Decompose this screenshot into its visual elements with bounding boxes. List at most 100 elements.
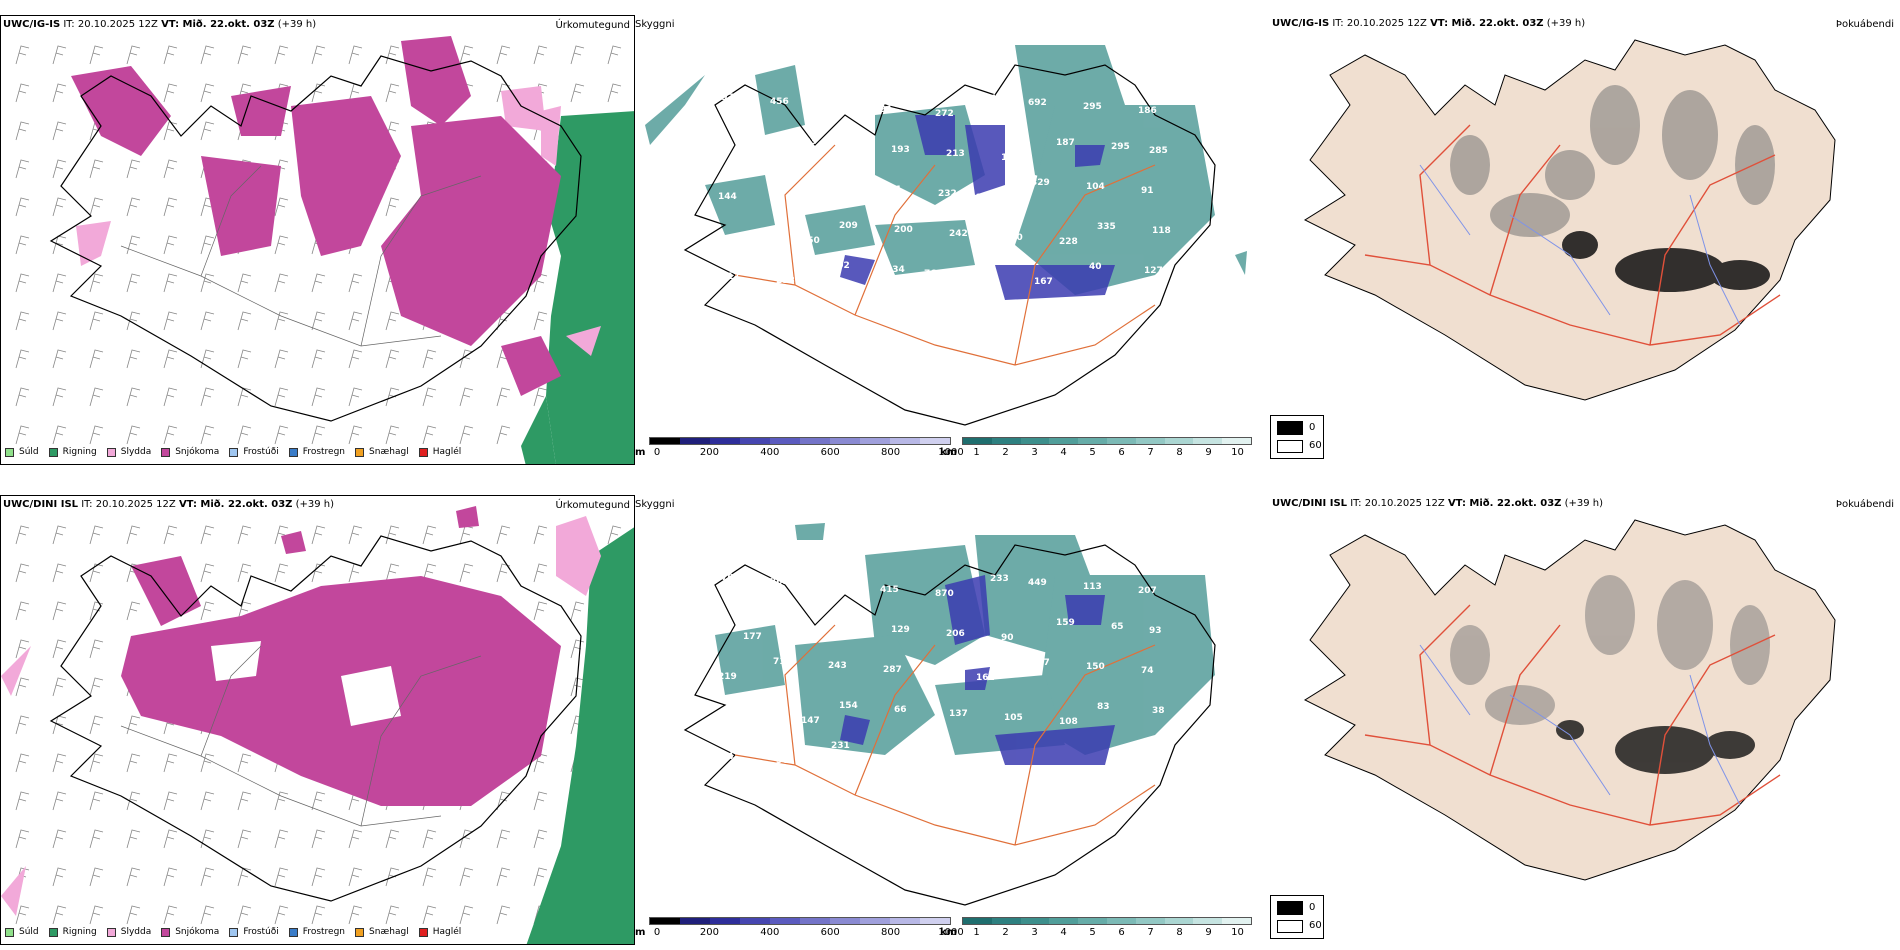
panel-title: Úrkomutegund (555, 500, 630, 511)
wind-barb (163, 45, 178, 65)
sleet-area (541, 106, 561, 166)
fog-legend-max: 60 (1309, 920, 1322, 931)
colorbar-segment (770, 918, 800, 924)
legend-swatch (48, 447, 58, 457)
road-network (1364, 604, 1781, 826)
legend-label: Frostúði (243, 447, 279, 457)
colorbar-segment (860, 918, 890, 924)
init-time: IT: 20.10.2025 12Z (1332, 18, 1427, 29)
wind-barb (607, 45, 622, 65)
wind-barb (422, 525, 437, 545)
colorbar-unit: km (940, 927, 958, 938)
colorbar-tick: 1000 (938, 447, 964, 458)
peak-height-label: 329 (1031, 178, 1050, 188)
legend-item: Frostúði (229, 447, 279, 457)
road-network (1364, 124, 1781, 346)
colorbar-tick: 8 (1176, 447, 1183, 458)
colorbar-segment (680, 918, 710, 924)
swatch-black (1277, 421, 1303, 435)
wind-barb (496, 45, 511, 65)
legend-item: Snæhagl (355, 927, 409, 937)
peak-height-label: 285 (1149, 146, 1168, 156)
iceland-coastline (49, 55, 582, 422)
peak-height-label: 159 (1056, 618, 1075, 628)
peak-height-label: 241 (976, 193, 995, 203)
wind-barb (126, 525, 141, 545)
wind-barb (15, 425, 30, 445)
wind-barb (52, 601, 67, 621)
wind-barb (163, 273, 178, 293)
colorbar-swatches (649, 437, 951, 445)
peak-height-label: 154 (839, 701, 858, 711)
wind-barb (385, 83, 400, 103)
panel-header: UWC/DINI ISL IT: 20.10.2025 12Z VT: Mið.… (3, 499, 334, 510)
peak-height-label: 65 (1111, 622, 1124, 632)
iceland-land (1303, 39, 1836, 401)
wind-barb (52, 677, 67, 697)
colorbar-segment (650, 438, 680, 444)
colorbar-segment (830, 438, 860, 444)
wind-barb (348, 273, 363, 293)
colorbar-tick: 200 (699, 447, 719, 458)
legend-item: Frostregn (288, 927, 345, 937)
peak-height-label: 295 (1111, 142, 1130, 152)
colorbar-segment (650, 918, 680, 924)
peak-height-label: 83 (1097, 702, 1110, 712)
wind-barb (126, 791, 141, 811)
peak-height-label: 147 (801, 716, 820, 726)
legend-label: Frostregn (302, 447, 346, 457)
peak-height-label: 162 (976, 673, 995, 683)
valid-time: VT: Mið. 22.okt. 03Z (1430, 18, 1544, 29)
legend-item: Frostúði (229, 927, 279, 937)
peak-height-label: 76 (924, 269, 937, 279)
wind-barb (274, 905, 289, 925)
wind-barb (385, 425, 400, 445)
colorbar-tick: 400 (760, 927, 780, 938)
wind-barb (15, 387, 30, 407)
legend-label: Rigning (62, 927, 97, 937)
fog-legend: 0 60 (1270, 895, 1324, 939)
peak-height-label: 415 (880, 585, 899, 595)
panel-title: Þokuábendi (1835, 499, 1894, 510)
wind-barb (52, 829, 67, 849)
wind-barb (422, 867, 437, 887)
precip-type-legend: Súld Rigning Slydda Snjókoma Frostúði Frostre… (5, 924, 471, 940)
peak-height-label: 437 (1031, 658, 1050, 668)
wind-barb (200, 829, 215, 849)
peak-labels: 670 263 351 415 870 233 449 113 207 177 82 132 129 20… (715, 573, 1165, 766)
colorbar-segment (1193, 918, 1223, 924)
peak-height-label: 243 (828, 661, 847, 671)
wind-barb (459, 425, 474, 445)
peak-height-label: 40 (1089, 262, 1102, 272)
peak-height-label: 121 (883, 185, 902, 195)
wind-barb (200, 83, 215, 103)
peak-height-label: 221 (853, 141, 872, 151)
wind-barb (126, 311, 141, 331)
wind-barb (200, 791, 215, 811)
wind-barb (163, 791, 178, 811)
wind-barb (15, 525, 30, 545)
wind-barb (237, 273, 252, 293)
colorbar-swatches (962, 437, 1252, 445)
legend-item: Snjókoma (161, 447, 219, 457)
peak-height-label: 997 (715, 93, 734, 103)
model-name: UWC/IG-IS (1272, 18, 1330, 29)
ceiling-colorbar-km: km 1 2 3 4 5 6 7 8 9 10 (940, 917, 1260, 943)
peak-height-label: 105 (1004, 713, 1023, 723)
rain-area-2 (521, 396, 556, 464)
wind-barb (89, 159, 104, 179)
wind-barb (200, 121, 215, 141)
legend-label: Súld (19, 927, 39, 937)
wind-barb (459, 905, 474, 925)
colorbar-tick: 200 (699, 927, 719, 938)
valid-time: VT: Mið. 22.okt. 03Z (161, 19, 275, 30)
colorbar-tick: 7 (1147, 927, 1154, 938)
wind-barb (237, 425, 252, 445)
panel-header: UWC/IG-IS IT: 20.10.2025 12Z VT: Mið. 22… (3, 19, 316, 30)
rivers (1419, 644, 1741, 806)
colorbar-tick: 6 (1118, 447, 1125, 458)
wind-barb (496, 867, 511, 887)
wind-barb (15, 715, 30, 735)
ceiling-panel-bottom: 670 263 351 415 870 233 449 113 207 177 82 132 129 20… (635, 495, 1270, 945)
colorbar-segment (1049, 918, 1079, 924)
